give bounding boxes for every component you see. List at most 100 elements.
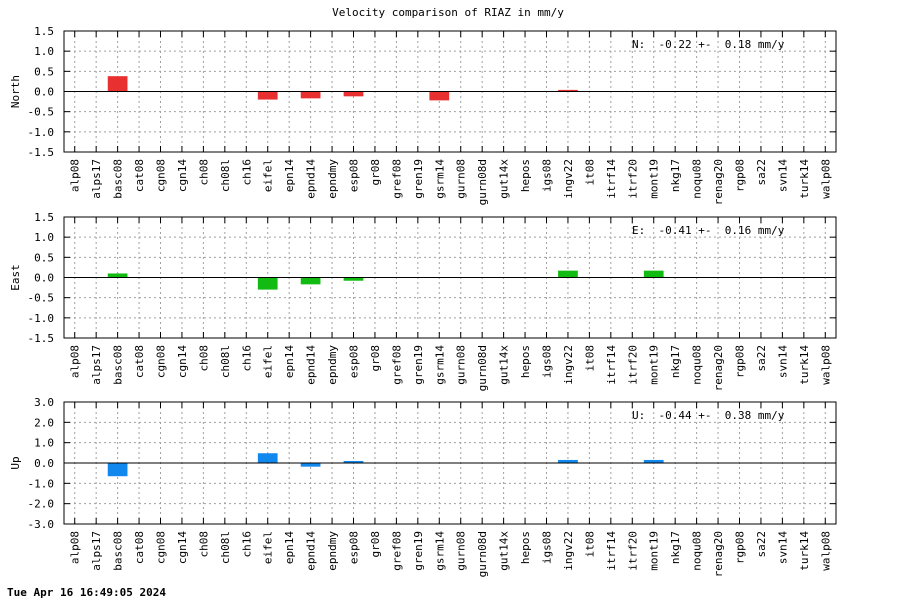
x-tick-label: ch16 — [240, 159, 253, 186]
x-tick-label: rgp08 — [734, 345, 747, 378]
chart-panel-north: -1.5 -1.0 -0.5 0.0 0.5 1.0 1.5 alp08 alps17 basc0… — [9, 25, 837, 205]
y-tick-label: -2.0 — [28, 498, 55, 511]
x-tick-label: igs08 — [541, 159, 554, 192]
x-tick-label: eifel — [262, 159, 275, 192]
bar-basc08 — [107, 273, 128, 278]
x-tick-label: epn14 — [283, 345, 296, 378]
x-tick-label: epnd14 — [305, 531, 318, 571]
bar-epnd14 — [300, 91, 321, 99]
x-tick-label: basc08 — [112, 345, 125, 385]
x-tick-label: gr08 — [369, 345, 382, 372]
x-tick-label: ch08l — [219, 345, 232, 378]
y-tick-label: -1.0 — [28, 477, 55, 490]
x-tick-label: nkg17 — [669, 531, 682, 564]
y-tick-label: 1.5 — [34, 25, 54, 38]
x-tick-label: it08 — [583, 531, 596, 558]
y-tick-label: -0.5 — [28, 292, 55, 305]
x-tick-label: gut14x — [498, 345, 511, 385]
x-tick-label: nkg17 — [669, 159, 682, 192]
x-tick-label: esp08 — [348, 531, 361, 564]
x-tick-label: epnd14 — [305, 159, 318, 199]
x-tick-label: sa22 — [755, 345, 768, 372]
x-tick-label: igs08 — [541, 531, 554, 564]
x-tick-label: gref08 — [390, 159, 403, 199]
x-tick-label: mont19 — [648, 345, 661, 385]
x-tick-label: alp08 — [69, 345, 82, 378]
x-tick-label: gren19 — [412, 159, 425, 199]
panel-annotation: E: -0.41 +- 0.16 mm/y — [632, 224, 785, 237]
x-tick-label: ch08 — [197, 345, 210, 372]
x-tick-label: gr08 — [369, 159, 382, 186]
x-tick-label: renag20 — [712, 345, 725, 391]
x-tick-label: epndmy — [326, 159, 339, 199]
x-tick-label: alp08 — [69, 159, 82, 192]
x-tick-label: mont19 — [648, 159, 661, 199]
y-tick-label: -0.5 — [28, 106, 55, 119]
bar-basc08 — [107, 76, 128, 92]
x-tick-label: rgp08 — [734, 159, 747, 192]
x-tick-label: ingv22 — [562, 159, 575, 199]
x-tick-label: ch16 — [240, 531, 253, 558]
x-tick-label: basc08 — [112, 531, 125, 571]
x-tick-label: turk14 — [798, 159, 811, 199]
bar-epnd14 — [300, 277, 321, 285]
y-tick-label: 0.0 — [34, 457, 54, 470]
x-tick-label: alps17 — [90, 531, 103, 571]
x-tick-label: walp08 — [819, 345, 832, 385]
x-tick-label: gurn08d — [476, 159, 489, 205]
x-tick-label: alps17 — [90, 159, 103, 199]
x-tick-label: gurn08 — [455, 531, 468, 571]
x-tick-label: ingv22 — [562, 345, 575, 385]
x-tick-label: cat08 — [133, 531, 146, 564]
x-tick-label: noqu08 — [691, 345, 704, 385]
x-tick-label: gurn08d — [476, 345, 489, 391]
plot-border — [63, 30, 837, 153]
panel-annotation: U: -0.44 +- 0.38 mm/y — [632, 409, 785, 422]
bar-eifel — [257, 91, 278, 100]
panel-annotation: N: -0.22 +- 0.18 mm/y — [632, 38, 785, 51]
x-tick-label: it08 — [583, 345, 596, 372]
x-tick-label: ch08l — [219, 159, 232, 192]
y-tick-label: 0.0 — [34, 272, 54, 285]
bar-mont19 — [643, 459, 664, 463]
timestamp-footer: Tue Apr 16 16:49:05 2024 — [7, 586, 166, 599]
x-tick-label: hepos — [519, 159, 532, 192]
x-tick-label: it08 — [583, 159, 596, 186]
x-tick-label: gsrm14 — [433, 159, 446, 199]
y-tick-label: 0.5 — [34, 251, 54, 264]
x-tick-label: renag20 — [712, 159, 725, 205]
x-tick-label: gref08 — [390, 531, 403, 571]
bar-epnd14 — [300, 463, 321, 467]
chart-panel-east: -1.5 -1.0 -0.5 0.0 0.5 1.0 1.5 alp08 alps17 basc0… — [9, 211, 837, 391]
y-tick-label: -1.0 — [28, 312, 55, 325]
y-tick-label: 2.0 — [34, 416, 54, 429]
x-tick-label: basc08 — [112, 159, 125, 199]
x-tick-label: gsrm14 — [433, 531, 446, 571]
bar-eifel — [257, 453, 278, 463]
x-tick-label: cgn08 — [155, 159, 168, 192]
y-tick-label: 0.5 — [34, 65, 54, 78]
x-tick-label: esp08 — [348, 159, 361, 192]
x-tick-label: cat08 — [133, 159, 146, 192]
y-tick-label: -1.0 — [28, 126, 55, 139]
plot-border — [63, 401, 837, 525]
x-tick-label: itrf20 — [626, 345, 639, 385]
x-tick-label: epndmy — [326, 345, 339, 385]
x-tick-label: ch08l — [219, 531, 232, 564]
x-tick-label: gref08 — [390, 345, 403, 385]
x-tick-label: cgn08 — [155, 531, 168, 564]
x-tick-label: ch08 — [197, 159, 210, 186]
x-tick-label: gut14x — [498, 531, 511, 571]
bar-esp08 — [343, 91, 364, 97]
bar-ingv22 — [558, 89, 578, 92]
x-tick-label: gren19 — [412, 345, 425, 385]
bar-ingv22 — [558, 459, 578, 463]
x-tick-label: svn14 — [776, 345, 789, 378]
bar-ingv22 — [558, 270, 578, 278]
x-tick-label: ch16 — [240, 345, 253, 372]
x-tick-label: itrf14 — [605, 531, 618, 571]
chart-panel-up: -3.0 -2.0 -1.0 0.0 1.0 2.0 3.0 alp08 alps17 basc0… — [9, 396, 837, 577]
x-tick-label: gren19 — [412, 531, 425, 571]
plot-border — [63, 216, 837, 339]
x-tick-label: mont19 — [648, 531, 661, 571]
